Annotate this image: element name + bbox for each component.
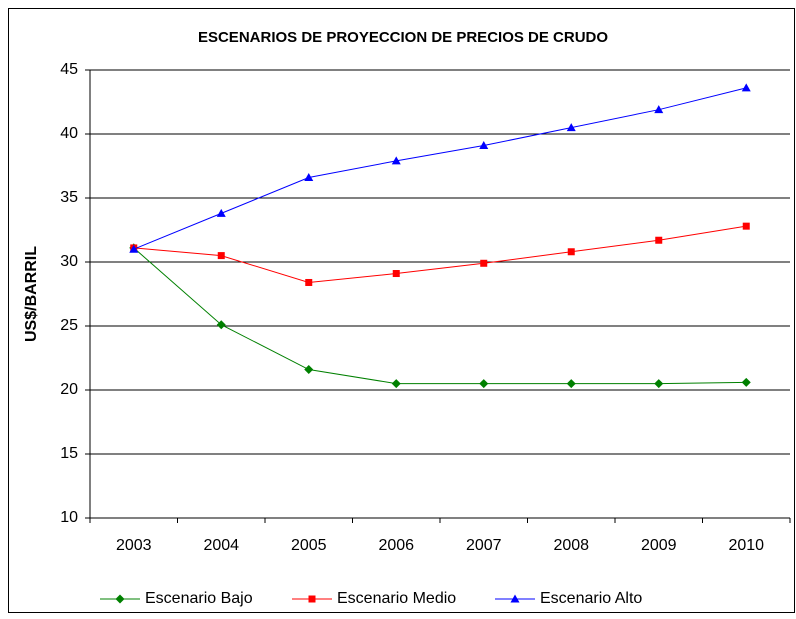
data-point [391, 156, 401, 165]
data-point [566, 379, 576, 389]
x-tick-label: 2004 [203, 537, 239, 554]
data-point [741, 377, 751, 387]
series-line [133, 247, 747, 385]
series-line [133, 87, 747, 250]
x-tick-label: 2006 [378, 537, 414, 554]
data-point [479, 141, 489, 150]
data-point [654, 379, 664, 389]
y-axis-label: US$/BARRIL [23, 246, 40, 342]
legend-marker [308, 595, 316, 603]
data-point [217, 252, 225, 260]
data-point [216, 320, 226, 330]
data-point [305, 278, 313, 286]
data-point [742, 222, 750, 230]
data-point [391, 379, 401, 389]
x-tick-label: 2009 [641, 537, 677, 554]
legend-marker [115, 594, 125, 604]
y-tick-label: 30 [60, 253, 78, 270]
y-tick-label: 35 [60, 189, 78, 206]
y-tick-label: 10 [60, 509, 78, 526]
x-tick-label: 2003 [116, 537, 152, 554]
y-tick-label: 40 [60, 125, 78, 142]
chart-title: ESCENARIOS DE PROYECCION DE PRECIOS DE C… [198, 29, 608, 46]
x-tick-label: 2005 [291, 537, 327, 554]
data-point [655, 236, 663, 244]
y-tick-label: 20 [60, 381, 78, 398]
chart-border [8, 8, 795, 613]
data-point [480, 259, 488, 267]
data-point [304, 173, 314, 182]
legend-label: Escenario Medio [337, 590, 456, 607]
data-point [479, 379, 489, 389]
legend-label: Escenario Bajo [145, 590, 253, 607]
data-point [566, 123, 576, 132]
data-point [654, 105, 664, 114]
x-tick-label: 2008 [553, 537, 589, 554]
data-point [129, 244, 139, 253]
data-point [392, 270, 400, 278]
y-tick-label: 25 [60, 317, 78, 334]
y-tick-label: 15 [60, 445, 78, 462]
data-point [216, 208, 226, 217]
legend-marker [510, 594, 520, 603]
legend-label: Escenario Alto [540, 590, 642, 607]
data-point [741, 83, 751, 92]
x-tick-label: 2007 [466, 537, 502, 554]
y-tick-label: 45 [60, 61, 78, 78]
series-line [133, 225, 747, 283]
data-point [304, 365, 314, 375]
data-point [567, 248, 575, 256]
x-tick-label: 2010 [728, 537, 764, 554]
